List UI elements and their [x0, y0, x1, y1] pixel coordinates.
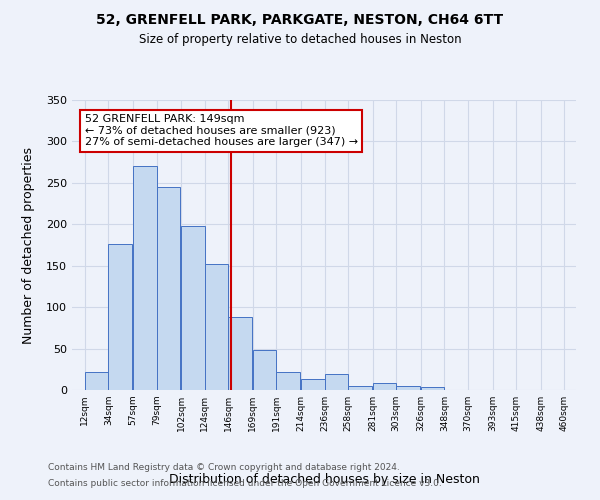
Bar	[85, 372, 109, 390]
Text: Contains HM Land Registry data © Crown copyright and database right 2024.: Contains HM Land Registry data © Crown c…	[48, 464, 400, 472]
Bar	[253, 350, 277, 390]
Bar	[396, 386, 420, 390]
Bar	[205, 264, 228, 390]
Bar	[301, 379, 325, 390]
Text: 52 GRENFELL PARK: 149sqm
← 73% of detached houses are smaller (923)
27% of semi-: 52 GRENFELL PARK: 149sqm ← 73% of detach…	[85, 114, 358, 148]
X-axis label: Distribution of detached houses by size in Neston: Distribution of detached houses by size …	[169, 473, 479, 486]
Bar	[325, 374, 348, 390]
Bar	[277, 372, 300, 390]
Y-axis label: Number of detached properties: Number of detached properties	[22, 146, 35, 344]
Bar	[373, 384, 396, 390]
Bar	[109, 244, 132, 390]
Bar	[181, 226, 205, 390]
Bar	[157, 187, 180, 390]
Bar	[228, 317, 252, 390]
Text: 52, GRENFELL PARK, PARKGATE, NESTON, CH64 6TT: 52, GRENFELL PARK, PARKGATE, NESTON, CH6…	[97, 12, 503, 26]
Text: Contains public sector information licensed under the Open Government Licence v3: Contains public sector information licen…	[48, 478, 442, 488]
Text: Size of property relative to detached houses in Neston: Size of property relative to detached ho…	[139, 32, 461, 46]
Bar	[133, 166, 157, 390]
Bar	[421, 386, 445, 390]
Bar	[348, 386, 371, 390]
